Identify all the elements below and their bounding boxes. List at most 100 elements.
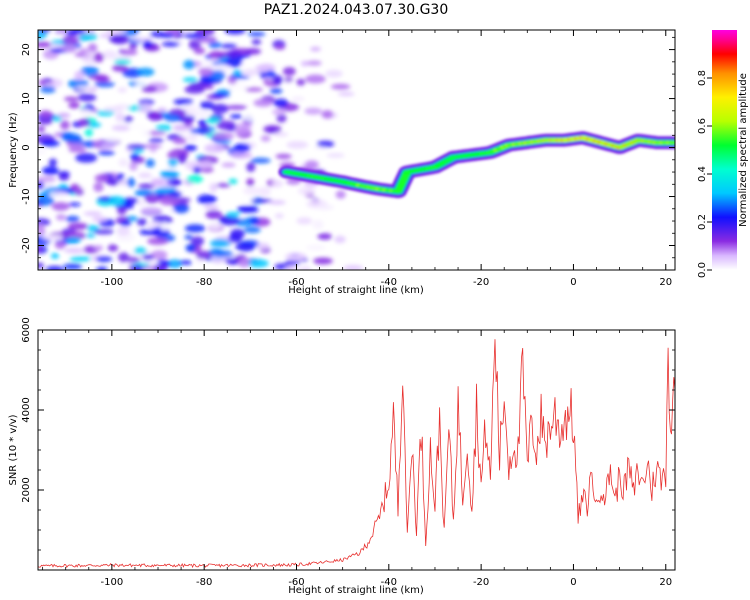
noise-blob: [135, 81, 148, 88]
noise-blob: [80, 108, 93, 117]
x-tick-label: 20: [659, 277, 672, 288]
noise-blob: [49, 191, 69, 197]
x-tick-label: 0: [570, 577, 576, 588]
noise-blob: [102, 50, 117, 60]
noise-blob: [60, 120, 70, 130]
noise-blob: [107, 244, 119, 252]
noise-blob: [40, 139, 60, 147]
noise-blob: [157, 107, 167, 113]
x-tick-label: -60: [288, 277, 304, 288]
noise-blob: [42, 78, 53, 83]
noise-blob: [160, 170, 179, 180]
snr-series-line: [38, 339, 675, 569]
noise-blob: [285, 265, 296, 270]
noise-blob: [296, 78, 306, 86]
noise-blob: [99, 33, 113, 38]
noise-blob: [113, 58, 132, 65]
noise-blob: [38, 247, 44, 253]
noise-blob: [134, 247, 147, 255]
snr-panel: -100 -80 -60 -40 -20 0 20 2000 4000 6000 Height o…: [8, 317, 676, 596]
noise-blob: [229, 114, 243, 119]
noise-blob: [40, 86, 56, 94]
noise-blob: [153, 263, 168, 270]
noise-blob: [245, 87, 263, 92]
noise-blob: [206, 117, 220, 124]
noise-blob: [142, 254, 155, 261]
colorbar-ticks: 0.0 0.2 0.4 0.6 0.8: [697, 70, 712, 278]
noise-blob: [100, 142, 116, 149]
noise-blob: [272, 75, 283, 85]
y-tick-label: 0: [21, 144, 32, 150]
noise-blob: [190, 236, 205, 246]
noise-blob: [283, 77, 294, 82]
noise-blob: [184, 224, 206, 233]
noise-blob: [326, 153, 345, 158]
noise-blob: [310, 46, 321, 52]
noise-blob: [195, 250, 213, 260]
noise-blob: [93, 52, 104, 63]
heatmap-ridge-layer: [278, 131, 675, 199]
noise-blob: [38, 126, 46, 132]
noise-blob: [334, 235, 346, 244]
snr-frame: [37, 329, 676, 571]
noise-blob: [246, 178, 255, 187]
noise-blob: [216, 183, 231, 188]
noise-blob: [118, 158, 129, 167]
heatmap-frame: [37, 29, 676, 271]
noise-blob: [128, 43, 138, 50]
noise-blob: [63, 248, 85, 254]
noise-blob: [140, 129, 151, 137]
noise-blob: [209, 242, 232, 247]
noise-blob: [127, 257, 141, 262]
noise-blob: [66, 238, 80, 244]
noise-blob: [190, 110, 211, 117]
noise-blob: [88, 122, 102, 128]
noise-blob: [92, 216, 107, 222]
noise-blob: [65, 215, 80, 222]
noise-blob: [75, 153, 98, 163]
noise-blob: [184, 85, 205, 94]
figure-title: PAZ1.2024.043.07.30.G30: [264, 2, 449, 18]
x-tick-label: -60: [288, 577, 304, 588]
noise-blob: [202, 84, 214, 90]
noise-blob: [116, 226, 131, 236]
noise-blob: [186, 174, 203, 184]
noise-blob: [67, 222, 89, 230]
noise-blob: [94, 174, 110, 183]
snr-y-label: SNR (10 * v/v): [8, 414, 19, 485]
noise-blob: [68, 102, 81, 109]
noise-blob: [305, 245, 326, 251]
noise-blob: [42, 166, 59, 176]
heatmap-noise-layer: [38, 30, 364, 270]
noise-blob: [67, 30, 78, 37]
noise-blob: [216, 120, 237, 130]
colorbar: 0.0 0.2 0.4 0.6 0.8 Normalized spectral ampl…: [697, 30, 749, 278]
noise-blob: [150, 178, 164, 187]
noise-blob: [317, 233, 333, 240]
noise-blob: [128, 124, 148, 130]
noise-blob: [141, 144, 163, 149]
noise-blob: [197, 194, 217, 205]
noise-blob: [78, 118, 91, 127]
noise-blob: [129, 153, 140, 160]
noise-blob: [244, 112, 254, 122]
noise-blob: [211, 92, 230, 98]
noise-blob: [103, 106, 124, 112]
noise-blob: [234, 125, 251, 136]
noise-blob: [343, 265, 364, 270]
y-tick-label: -10: [21, 188, 32, 204]
noise-blob: [256, 242, 270, 250]
noise-blob: [229, 75, 250, 80]
x-tick-label: 0: [570, 277, 576, 288]
noise-blob: [52, 115, 62, 122]
noise-blob: [271, 179, 284, 188]
noise-blob: [129, 161, 138, 171]
colorbar-label: Normalized spectral amplitude: [738, 73, 749, 227]
noise-blob: [251, 39, 262, 45]
noise-blob: [275, 153, 292, 160]
noise-blob: [112, 64, 128, 72]
noise-blob: [247, 31, 266, 37]
noise-blob: [212, 132, 235, 140]
noise-blob: [335, 190, 346, 199]
